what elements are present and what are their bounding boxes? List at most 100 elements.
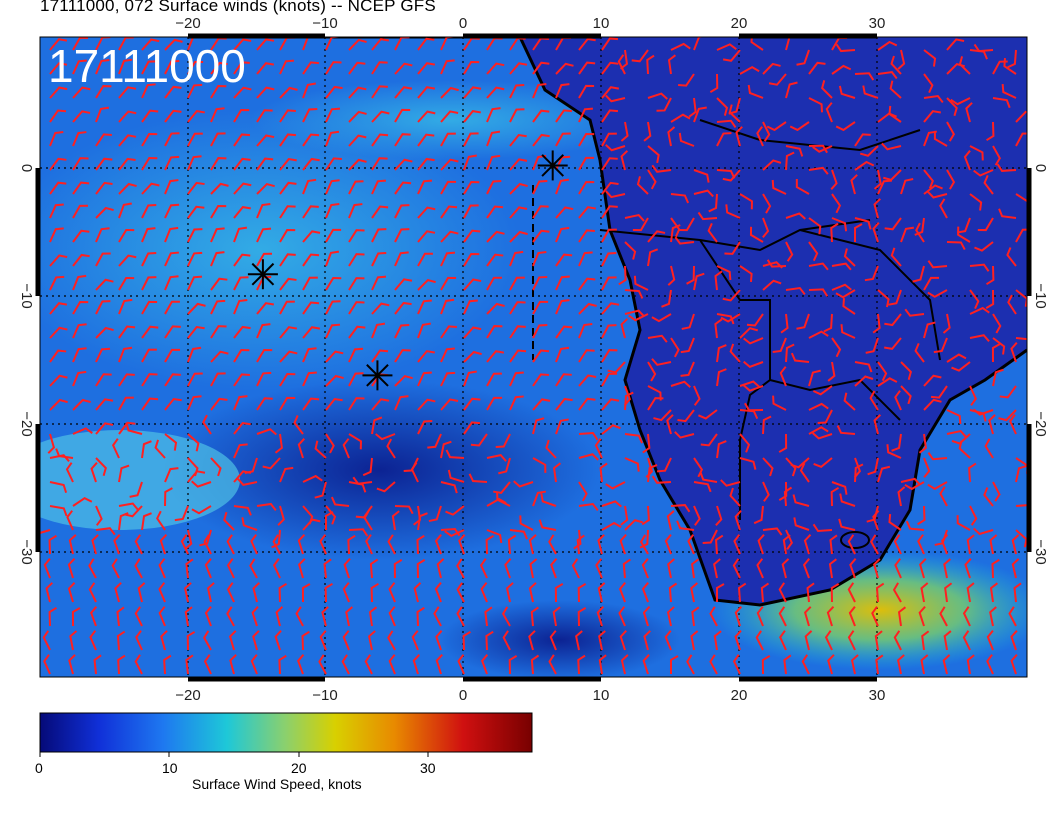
- wind-barb: [766, 121, 787, 132]
- colorbar: [39, 712, 533, 753]
- wind-barb: [923, 276, 940, 291]
- wind-barb: [607, 361, 626, 374]
- wind-barb: [720, 313, 741, 323]
- wind-barb: [501, 606, 511, 627]
- wind-barb: [808, 166, 829, 175]
- wind-barbs: [40, 37, 1027, 675]
- wind-barb: [785, 286, 806, 296]
- wind-barb: [651, 475, 672, 484]
- wind-barb: [348, 325, 366, 339]
- wind-barb: [509, 529, 528, 540]
- wind-barb: [158, 558, 166, 579]
- wind-barb: [509, 133, 527, 147]
- wind-barb: [347, 534, 356, 555]
- wind-barb: [892, 582, 902, 603]
- wind-barb: [578, 61, 596, 75]
- wind-barb: [164, 132, 180, 147]
- wind-barb: [923, 110, 942, 123]
- wind-barb: [440, 110, 459, 123]
- wind-barb: [969, 193, 983, 211]
- wind-barb: [348, 372, 364, 387]
- wind-barb: [939, 606, 948, 627]
- wind-barb: [854, 133, 871, 147]
- wind-barb: [371, 322, 386, 339]
- wind-barb: [596, 606, 604, 627]
- wind-barb: [686, 265, 695, 285]
- wind-barb: [256, 109, 273, 123]
- wind-barb: [210, 277, 228, 291]
- wind-barb: [548, 654, 557, 675]
- wind-barb: [72, 59, 87, 75]
- wind-barb: [241, 517, 258, 531]
- wind-barb: [417, 230, 436, 243]
- wind-barb: [49, 302, 68, 315]
- wind-barb: [693, 481, 712, 493]
- wind-barb: [440, 276, 457, 291]
- wind-barb: [690, 582, 699, 603]
- wind-barb: [728, 104, 741, 123]
- wind-barb: [256, 323, 271, 339]
- wind-barb: [821, 80, 833, 99]
- wind-barb: [274, 433, 283, 454]
- wind-barb: [90, 462, 98, 483]
- wind-barb: [125, 422, 143, 435]
- wind-barb: [894, 390, 902, 411]
- wind-barb: [394, 251, 409, 267]
- wind-barb: [900, 385, 912, 405]
- wind-barb: [55, 448, 74, 459]
- wind-barb: [417, 133, 435, 147]
- wind-barb: [141, 348, 157, 363]
- wind-barb: [749, 226, 764, 243]
- wind-barb: [348, 277, 365, 291]
- wind-barb: [796, 49, 810, 66]
- wind-barb: [762, 527, 783, 536]
- wind-barb: [761, 655, 771, 675]
- wind-barb: [578, 206, 597, 219]
- wind-barb: [555, 275, 570, 291]
- wind-barb: [989, 606, 997, 627]
- wind-barb: [601, 181, 619, 195]
- wind-barb: [578, 397, 596, 411]
- wind-barb: [996, 163, 1017, 172]
- wind-barb: [779, 366, 787, 387]
- wind-barb: [666, 606, 675, 627]
- wind-barb: [969, 334, 990, 342]
- wind-barb: [505, 582, 514, 603]
- wind-barb: [946, 38, 965, 51]
- wind-barb: [504, 558, 512, 579]
- wind-barb: [233, 349, 250, 363]
- wind-barb: [204, 606, 212, 627]
- wind-barb: [67, 582, 76, 603]
- wind-barb: [853, 457, 862, 478]
- wind-barb: [532, 83, 547, 99]
- wind-barb: [962, 606, 971, 627]
- wind-barb: [141, 60, 157, 75]
- wind-barb: [325, 433, 335, 454]
- wind-barb: [72, 110, 91, 123]
- wind-barb: [530, 606, 539, 627]
- wind-barb: [631, 49, 649, 63]
- wind-barb: [95, 106, 110, 123]
- wind-barb: [325, 61, 342, 75]
- wind-barb: [509, 182, 528, 195]
- wind-barb: [755, 630, 764, 651]
- wind-barb: [250, 534, 258, 555]
- wind-barb: [369, 558, 379, 579]
- wind-barb: [233, 470, 252, 483]
- wind-barb: [986, 654, 994, 675]
- wind-barb: [371, 38, 389, 51]
- wind-barb: [324, 582, 333, 603]
- wind-barb: [641, 505, 650, 526]
- wind-barb: [394, 158, 413, 171]
- wind-barb: [49, 275, 65, 291]
- wind-barb: [371, 205, 389, 219]
- wind-barb: [496, 491, 511, 507]
- wind-barb: [739, 327, 759, 339]
- wind-barb: [279, 181, 297, 195]
- wind-barb: [795, 179, 810, 195]
- wind-barb: [605, 144, 626, 152]
- wind-barb: [620, 318, 629, 339]
- wind-barb: [463, 252, 480, 267]
- wind-barb: [808, 330, 829, 339]
- wind-barb: [647, 230, 666, 243]
